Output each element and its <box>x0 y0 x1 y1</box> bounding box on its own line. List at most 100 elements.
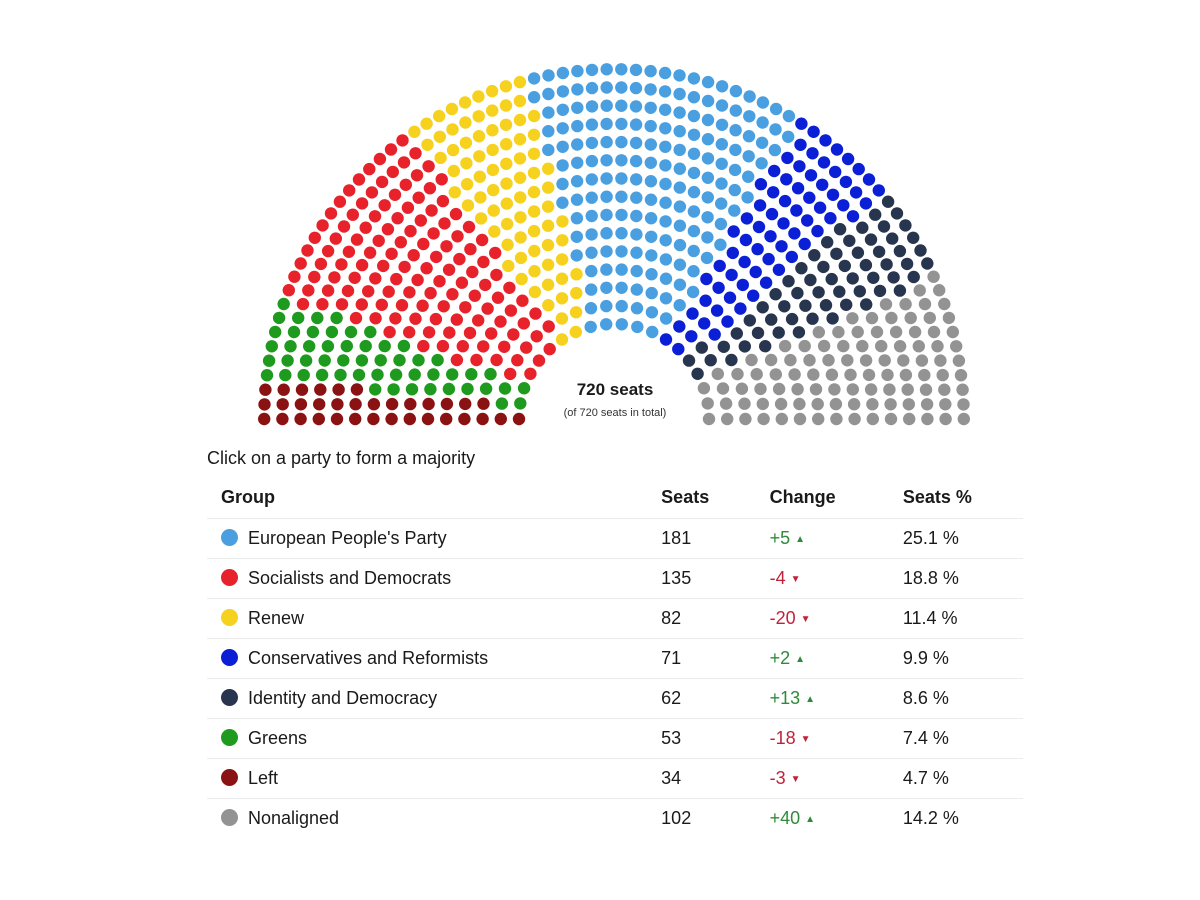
seat-socialists-and-democrats[interactable] <box>396 134 409 147</box>
seat-renew[interactable] <box>488 225 501 238</box>
seat-european-people-s-party[interactable] <box>728 204 741 217</box>
seat-identity-and-democracy[interactable] <box>859 258 873 272</box>
seat-socialists-and-democrats[interactable] <box>416 299 429 312</box>
seat-socialists-and-democrats[interactable] <box>475 233 489 247</box>
seat-socialists-and-democrats[interactable] <box>532 354 546 367</box>
seat-nonaligned[interactable] <box>837 339 850 353</box>
seat-socialists-and-democrats[interactable] <box>422 160 435 173</box>
seat-socialists-and-democrats[interactable] <box>440 240 453 253</box>
seat-identity-and-democracy[interactable] <box>765 313 778 326</box>
seat-socialists-and-democrats[interactable] <box>403 286 416 299</box>
seat-greens[interactable] <box>315 368 329 382</box>
seat-nonaligned[interactable] <box>956 383 969 396</box>
seat-socialists-and-democrats[interactable] <box>412 191 425 204</box>
seat-nonaligned[interactable] <box>798 339 811 353</box>
seat-european-people-s-party[interactable] <box>673 219 687 232</box>
seat-nonaligned[interactable] <box>942 311 956 325</box>
seat-european-people-s-party[interactable] <box>600 117 613 131</box>
seat-socialists-and-democrats[interactable] <box>316 219 329 232</box>
seat-european-people-s-party[interactable] <box>645 249 658 262</box>
seat-european-people-s-party[interactable] <box>768 143 782 157</box>
seat-nonaligned[interactable] <box>830 412 843 426</box>
seat-nonaligned[interactable] <box>735 382 749 395</box>
seat-nonaligned[interactable] <box>957 398 970 411</box>
seat-renew[interactable] <box>485 84 499 98</box>
seat-european-people-s-party[interactable] <box>687 205 701 218</box>
seat-european-people-s-party[interactable] <box>687 147 701 160</box>
seat-left[interactable] <box>312 412 325 426</box>
seat-european-people-s-party[interactable] <box>570 230 583 243</box>
seat-identity-and-democracy[interactable] <box>899 219 912 232</box>
seat-renew[interactable] <box>500 138 513 151</box>
seat-european-people-s-party[interactable] <box>629 136 643 150</box>
seat-nonaligned[interactable] <box>938 297 951 311</box>
seat-conservatives-and-reformists[interactable] <box>826 188 840 201</box>
seat-conservatives-and-reformists[interactable] <box>778 194 792 208</box>
seat-socialists-and-democrats[interactable] <box>389 312 402 325</box>
seat-nonaligned[interactable] <box>856 339 869 353</box>
seat-renew[interactable] <box>542 162 555 175</box>
seat-socialists-and-democrats[interactable] <box>343 184 356 197</box>
seat-european-people-s-party[interactable] <box>729 104 742 117</box>
seat-conservatives-and-reformists[interactable] <box>785 250 798 264</box>
seat-identity-and-democracy[interactable] <box>880 258 893 271</box>
seat-socialists-and-democrats[interactable] <box>462 220 476 234</box>
seat-socialists-and-democrats[interactable] <box>455 276 469 289</box>
seat-socialists-and-democrats[interactable] <box>503 281 516 294</box>
seat-european-people-s-party[interactable] <box>701 191 714 204</box>
seat-left[interactable] <box>294 412 307 426</box>
seat-conservatives-and-reformists[interactable] <box>723 291 737 304</box>
seat-european-people-s-party[interactable] <box>644 101 657 115</box>
seat-renew[interactable] <box>446 143 460 157</box>
seat-socialists-and-democrats[interactable] <box>411 273 424 287</box>
seat-european-people-s-party[interactable] <box>556 140 569 153</box>
seat-nonaligned[interactable] <box>902 398 915 411</box>
seat-renew[interactable] <box>486 143 499 157</box>
seat-european-people-s-party[interactable] <box>673 238 687 252</box>
seat-socialists-and-democrats[interactable] <box>425 204 438 217</box>
seat-european-people-s-party[interactable] <box>728 163 742 177</box>
seat-renew[interactable] <box>555 272 569 285</box>
seat-european-people-s-party[interactable] <box>615 172 628 185</box>
seat-renew[interactable] <box>473 170 486 183</box>
seat-socialists-and-democrats[interactable] <box>321 284 335 297</box>
seat-socialists-and-democrats[interactable] <box>446 288 459 301</box>
seat-european-people-s-party[interactable] <box>644 138 657 151</box>
seat-greens[interactable] <box>378 339 391 353</box>
seat-nonaligned[interactable] <box>784 353 797 367</box>
seat-conservatives-and-reformists[interactable] <box>699 294 712 307</box>
seat-socialists-and-democrats[interactable] <box>438 217 451 230</box>
seat-european-people-s-party[interactable] <box>615 117 628 131</box>
seat-renew[interactable] <box>487 183 500 197</box>
seat-greens[interactable] <box>297 368 310 382</box>
seat-left[interactable] <box>332 383 345 396</box>
seat-socialists-and-democrats[interactable] <box>386 165 399 179</box>
seat-socialists-and-democrats[interactable] <box>391 212 404 225</box>
seat-socialists-and-democrats[interactable] <box>288 270 301 283</box>
seat-conservatives-and-reformists[interactable] <box>736 278 749 292</box>
seat-european-people-s-party[interactable] <box>659 312 673 325</box>
seat-renew[interactable] <box>527 128 541 141</box>
seat-european-people-s-party[interactable] <box>673 200 687 213</box>
seat-european-people-s-party[interactable] <box>631 320 644 334</box>
seat-european-people-s-party[interactable] <box>570 212 584 225</box>
seat-left[interactable] <box>258 412 271 426</box>
seat-european-people-s-party[interactable] <box>615 227 628 240</box>
seat-renew[interactable] <box>459 116 472 129</box>
seat-socialists-and-democrats[interactable] <box>422 326 436 339</box>
seat-identity-and-democracy[interactable] <box>769 288 782 301</box>
seat-identity-and-democracy[interactable] <box>900 257 914 271</box>
seat-renew[interactable] <box>513 152 527 165</box>
seat-nonaligned[interactable] <box>864 383 878 396</box>
seat-left[interactable] <box>403 412 416 426</box>
seat-nonaligned[interactable] <box>878 354 891 367</box>
seat-identity-and-democracy[interactable] <box>812 286 825 299</box>
seat-identity-and-democracy[interactable] <box>704 354 717 367</box>
seat-european-people-s-party[interactable] <box>701 113 715 127</box>
seat-nonaligned[interactable] <box>829 397 843 411</box>
seat-greens[interactable] <box>281 354 294 367</box>
seat-nonaligned[interactable] <box>893 340 907 353</box>
seat-european-people-s-party[interactable] <box>729 143 742 157</box>
seat-european-people-s-party[interactable] <box>556 85 570 98</box>
seat-european-people-s-party[interactable] <box>615 81 628 94</box>
